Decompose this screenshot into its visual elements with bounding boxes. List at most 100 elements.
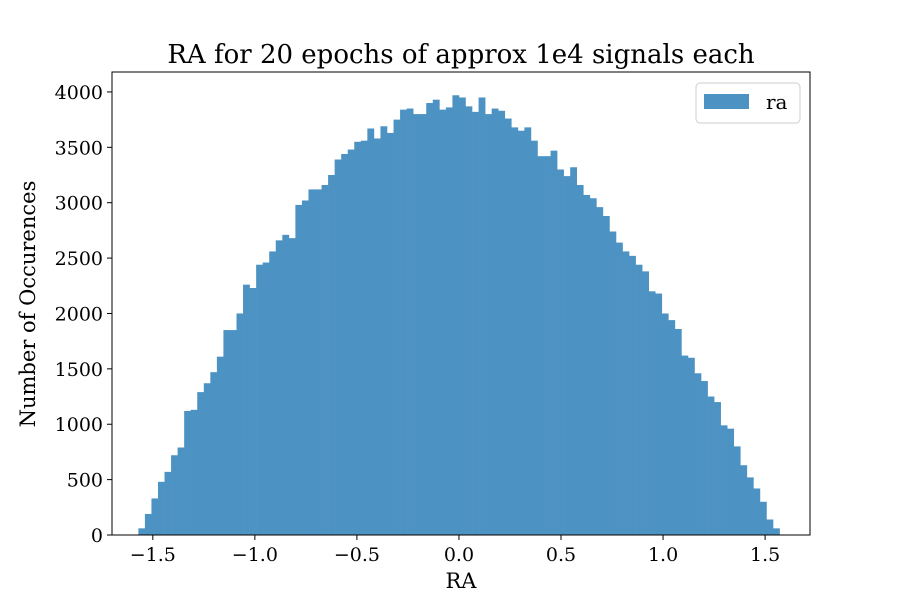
- histogram-bar: [413, 114, 420, 535]
- y-tick-label: 3500: [55, 137, 103, 159]
- histogram-bar: [386, 132, 394, 536]
- histogram-bar: [315, 189, 322, 535]
- histogram-bar: [275, 240, 283, 536]
- histogram-bar: [687, 357, 695, 535]
- y-axis-label: Number of Occurences: [16, 181, 40, 428]
- histogram-bar: [216, 356, 224, 535]
- histogram-bar: [269, 251, 277, 535]
- histogram-bar: [694, 373, 702, 535]
- histogram-bar: [432, 99, 440, 535]
- histogram-bar: [360, 140, 368, 536]
- histogram-bar: [753, 488, 761, 535]
- histogram-bar: [400, 109, 407, 535]
- histogram-bar: [243, 284, 250, 535]
- histogram-bar: [472, 111, 479, 535]
- histogram-bar: [674, 328, 682, 535]
- histogram-bar: [707, 396, 715, 535]
- histogram-bar: [530, 140, 538, 536]
- histogram-bar: [681, 355, 689, 535]
- axes-frame: [111, 71, 811, 536]
- histogram-bar: [262, 262, 270, 535]
- histogram-bar: [445, 107, 453, 535]
- histogram-bar: [334, 159, 342, 535]
- histogram-bar: [504, 118, 512, 536]
- histogram-bar: [537, 156, 545, 535]
- legend: ra: [695, 82, 801, 124]
- x-tick-label: −1.5: [130, 544, 176, 566]
- y-tick-label: 500: [67, 470, 103, 492]
- histogram-bar: [622, 251, 630, 535]
- y-tick-label: 1500: [55, 359, 103, 381]
- histogram-bar: [282, 234, 290, 535]
- histogram-bar: [144, 513, 152, 535]
- histogram-bar: [661, 313, 669, 535]
- histogram-bar: [720, 425, 728, 535]
- histogram-bar: [249, 287, 257, 535]
- histogram-bar: [295, 204, 303, 536]
- x-tick-label: 1.0: [648, 544, 678, 566]
- y-tick-label: 2500: [55, 248, 103, 270]
- histogram-bar: [511, 127, 519, 535]
- histogram-bar: [439, 109, 447, 535]
- histogram-bar: [256, 264, 263, 535]
- histogram-bar: [759, 501, 767, 535]
- y-tick-label: 2000: [55, 303, 103, 325]
- histogram-bar: [203, 383, 211, 535]
- histogram-bar: [602, 216, 610, 535]
- histogram-bar: [223, 330, 231, 535]
- histogram-bar: [341, 153, 349, 535]
- histogram-bar: [733, 446, 741, 535]
- histogram-bar: [746, 477, 754, 535]
- histogram-bar: [570, 167, 578, 535]
- histogram-bar: [714, 402, 721, 535]
- histogram-bar: [288, 238, 296, 535]
- histogram-bar: [773, 528, 780, 535]
- histogram-bar: [642, 271, 649, 535]
- x-tick-label: −1.0: [232, 544, 278, 566]
- histogram-bar: [485, 114, 492, 535]
- y-tick-label: 0: [91, 525, 103, 547]
- histogram-bar: [190, 409, 198, 535]
- y-tick-label: 4000: [55, 82, 103, 104]
- x-axis-ticks: −1.5 −1.0 −0.5 0.0 0.5 1.0 1.5: [130, 535, 780, 566]
- histogram-bar: [740, 465, 748, 535]
- histogram-bar: [301, 200, 309, 536]
- histogram-bar: [635, 264, 643, 535]
- histogram-bar: [236, 313, 244, 535]
- histogram-bar: [373, 138, 381, 535]
- histogram-bar: [380, 126, 388, 535]
- histogram-bar: [544, 156, 551, 535]
- histogram-bar: [452, 95, 460, 535]
- histogram-bar: [563, 176, 571, 535]
- histogram-bar: [308, 189, 316, 535]
- histogram-bar: [158, 481, 165, 535]
- legend-swatch-ra: [704, 94, 749, 109]
- histogram-bar: [583, 194, 591, 535]
- histogram-bar: [347, 149, 355, 536]
- histogram-bar: [727, 428, 735, 535]
- histogram-bar: [177, 447, 185, 535]
- histogram-bar: [766, 519, 774, 535]
- legend-label-ra: ra: [766, 90, 788, 114]
- y-axis-ticks: 0 500 1000 1500 2000 2500 3000 3500 4000: [55, 82, 112, 547]
- y-tick-label: 3000: [55, 193, 103, 215]
- histogram-bar: [151, 498, 159, 535]
- x-axis-label: RA: [446, 569, 478, 593]
- histogram-bar: [648, 291, 656, 535]
- histogram-bar: [210, 372, 218, 535]
- histogram-bar: [655, 293, 663, 535]
- histogram-bar: [701, 381, 708, 535]
- histogram-bar: [393, 119, 401, 535]
- histogram-bar: [668, 320, 676, 535]
- chart-title: RA for 20 epochs of approx 1e4 signals e…: [167, 40, 755, 70]
- histogram-bar: [478, 97, 486, 535]
- histogram-bar: [609, 231, 617, 535]
- histogram-bar: [138, 528, 146, 535]
- bars-group: [138, 95, 780, 536]
- histogram-bar: [498, 110, 506, 536]
- histogram-bar: [557, 169, 564, 535]
- histogram-bar: [458, 97, 466, 535]
- histogram-bar: [406, 108, 414, 536]
- histogram-bar: [550, 150, 558, 535]
